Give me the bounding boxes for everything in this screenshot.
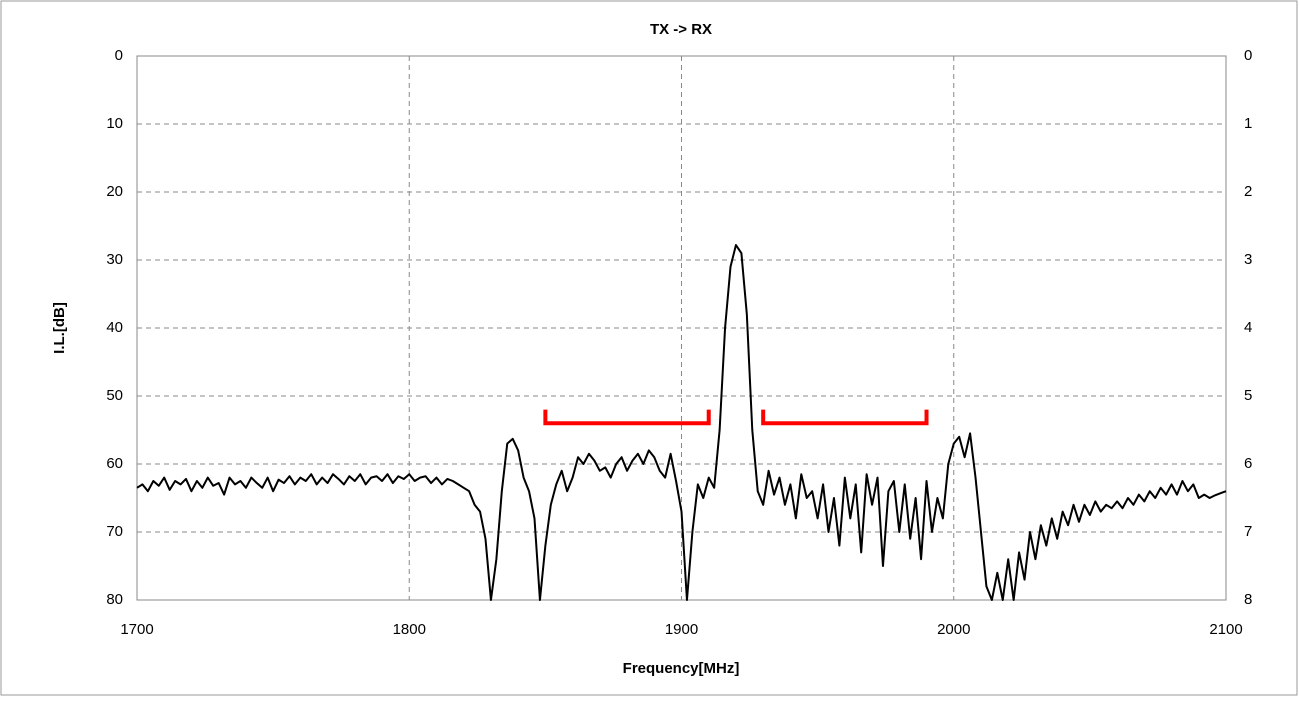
x-tick-label: 1900	[665, 621, 698, 638]
y-tick-label: 50	[106, 387, 123, 404]
y-tick-label: 10	[106, 115, 123, 132]
x-tick-label: 1700	[120, 621, 153, 638]
spec-mask	[543, 409, 711, 426]
y2-tick-label: 4	[1244, 319, 1252, 336]
y2-tick-label: 7	[1244, 523, 1252, 540]
y-tick-label: 80	[106, 591, 123, 608]
x-tick-label: 1800	[393, 621, 426, 638]
y-tick-label: 20	[106, 183, 123, 200]
y2-tick-label: 0	[1244, 47, 1252, 64]
spec-mask	[761, 409, 929, 426]
y2-tick-label: 3	[1244, 251, 1252, 268]
y2-tick-label: 6	[1244, 455, 1252, 472]
y-tick-label: 60	[106, 455, 123, 472]
y-tick-label: 30	[106, 251, 123, 268]
y2-tick-label: 8	[1244, 591, 1252, 608]
data-line	[136, 244, 1227, 601]
y-tick-label: 70	[106, 523, 123, 540]
plot-border	[136, 55, 1227, 601]
x-tick-label: 2100	[1209, 621, 1242, 638]
y2-tick-label: 5	[1244, 387, 1252, 404]
chart-title: TX -> RX	[650, 21, 712, 38]
y2-tick-label: 2	[1244, 183, 1252, 200]
y-axis-label: I.L.[dB]	[51, 302, 68, 354]
x-tick-label: 2000	[937, 621, 970, 638]
y2-tick-label: 1	[1244, 115, 1252, 132]
y-tick-label: 40	[106, 319, 123, 336]
x-axis-label: Frequency[MHz]	[623, 660, 740, 677]
y-tick-label: 0	[115, 47, 123, 64]
